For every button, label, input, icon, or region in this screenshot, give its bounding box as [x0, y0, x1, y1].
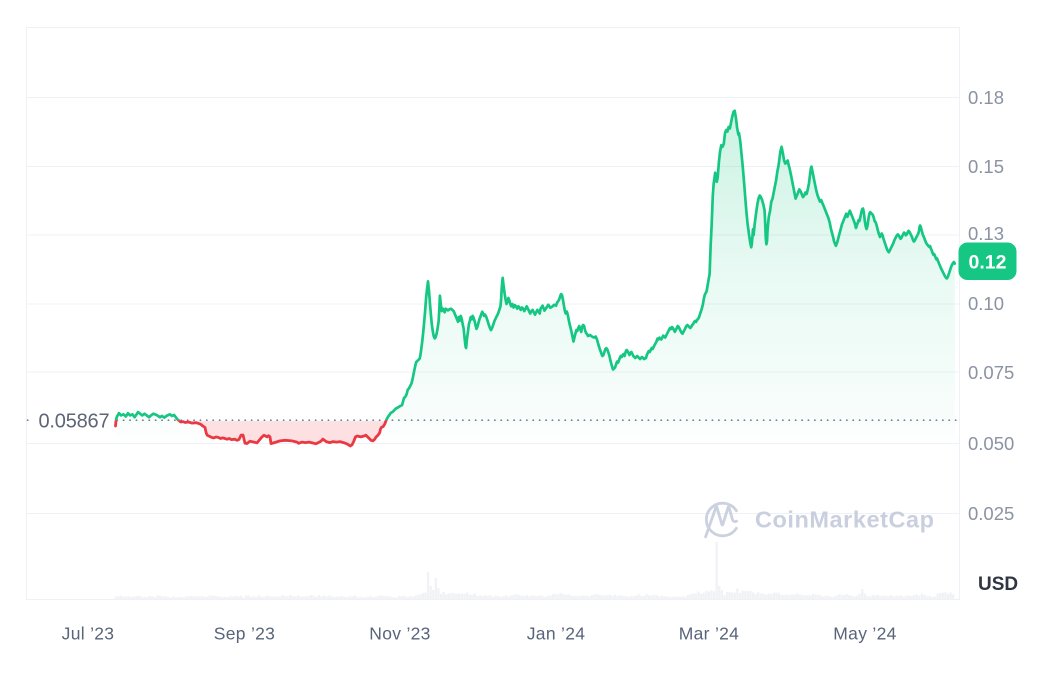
svg-text:0.050: 0.050 [968, 433, 1014, 454]
svg-text:0.025: 0.025 [968, 503, 1014, 524]
svg-text:0.18: 0.18 [968, 87, 1004, 108]
svg-text:Sep ’23: Sep ’23 [214, 624, 275, 644]
svg-text:0.05867: 0.05867 [39, 411, 110, 433]
svg-text:May ’24: May ’24 [833, 624, 896, 644]
svg-text:Mar ’24: Mar ’24 [679, 624, 739, 644]
svg-text:0.10: 0.10 [968, 293, 1004, 314]
svg-text:0.15: 0.15 [968, 156, 1004, 177]
svg-text:USD: USD [978, 574, 1018, 595]
svg-text:0.12: 0.12 [969, 252, 1007, 274]
svg-text:Jul ’23: Jul ’23 [62, 624, 115, 644]
svg-text:Nov ’23: Nov ’23 [369, 624, 430, 644]
svg-text:Jan ’24: Jan ’24 [527, 624, 586, 644]
svg-text:0.13: 0.13 [968, 223, 1004, 244]
svg-text:0.075: 0.075 [968, 362, 1014, 383]
